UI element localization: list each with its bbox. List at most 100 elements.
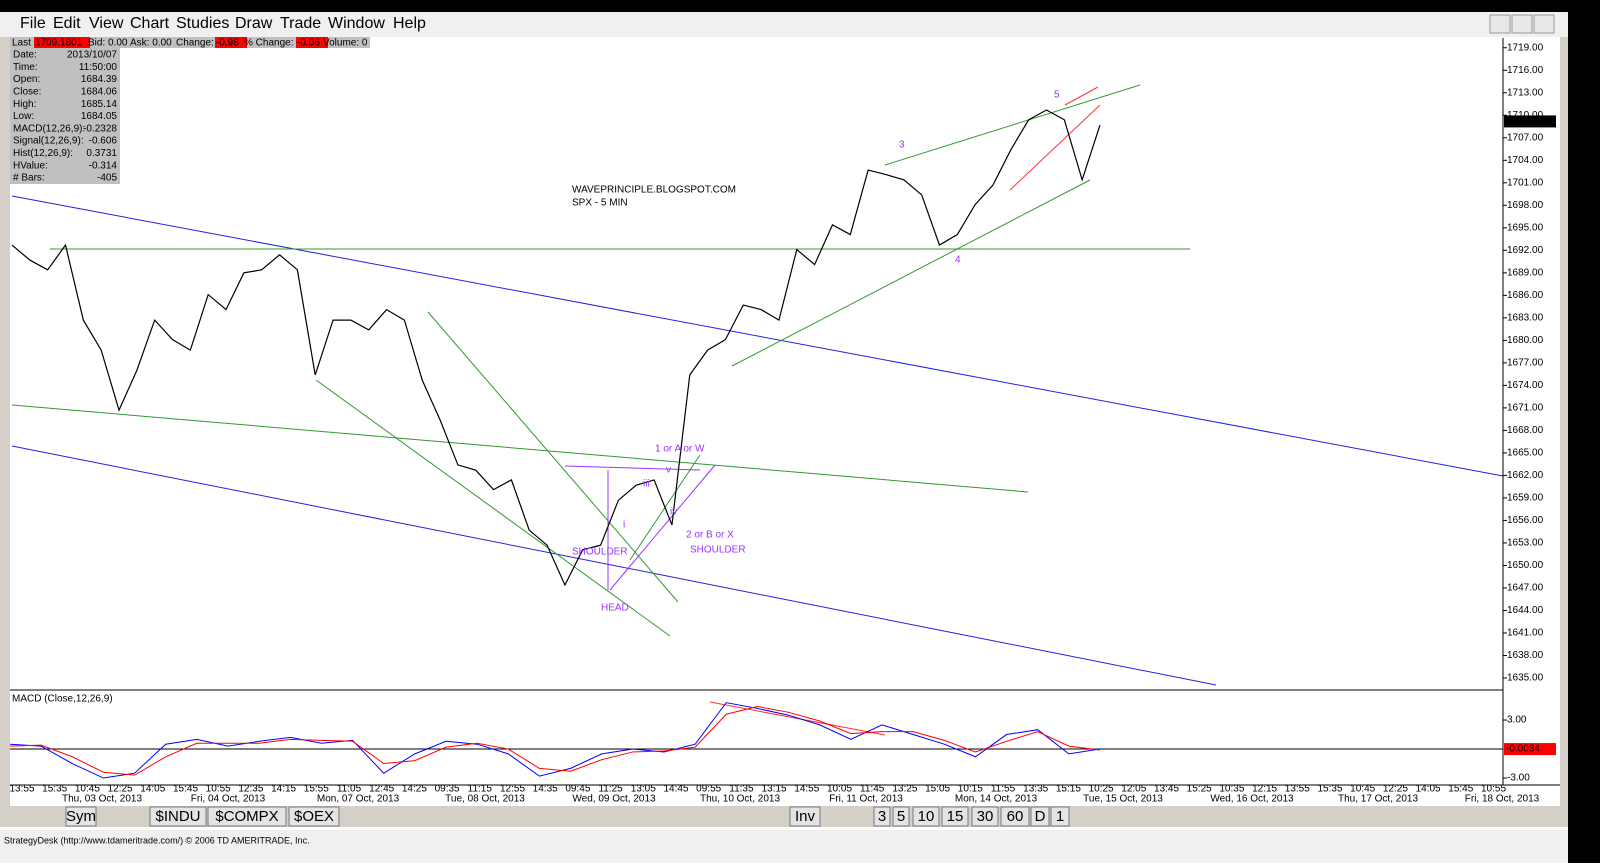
x-date-label: Fri, 04 Oct, 2013 [191, 794, 266, 805]
tab[interactable] [789, 806, 821, 827]
tab-label[interactable]: $INDU [155, 808, 200, 825]
quote-text: Change: [176, 38, 214, 49]
tab[interactable] [971, 806, 999, 827]
info-label: # Bars: [13, 173, 45, 184]
y-tick-label: 1701.00 [1507, 177, 1544, 188]
annotation: SHOULDER [572, 547, 628, 558]
tab-label[interactable]: 30 [977, 808, 994, 825]
x-time-label: 13:55 [9, 784, 34, 795]
tab[interactable] [941, 806, 969, 827]
menu-item[interactable]: Studies [176, 15, 229, 32]
y-tick-label: 1677.00 [1507, 358, 1544, 369]
x-time-label: 14:35 [533, 784, 558, 795]
menu-item[interactable]: View [89, 15, 124, 32]
menu-item[interactable]: File [20, 15, 46, 32]
y-tick-label: 1704.00 [1507, 155, 1544, 166]
menu-item[interactable]: Chart [130, 15, 170, 32]
tab-label[interactable]: 3 [878, 808, 886, 825]
tab-label[interactable]: Inv [795, 808, 816, 825]
x-time-label: 15:05 [925, 784, 950, 795]
x-time-label: 13:45 [1154, 784, 1179, 795]
menu-item[interactable]: Help [393, 15, 426, 32]
annotation: i [623, 520, 625, 531]
trendline [609, 464, 716, 591]
annotation: 1 or A or W [655, 444, 705, 455]
tab-label[interactable]: Sym [66, 808, 96, 825]
y-tick-label: 1656.00 [1507, 515, 1544, 526]
tab[interactable] [1000, 806, 1030, 827]
quote-text: % Change: [244, 38, 293, 49]
menu-item[interactable]: Window [328, 15, 385, 32]
x-time-label: 09:55 [696, 784, 721, 795]
y-tick-label: 1707.00 [1507, 132, 1544, 143]
menu-bar [0, 12, 1568, 37]
x-time-label: 15:35 [42, 784, 67, 795]
tab-label[interactable]: 5 [897, 808, 905, 825]
info-label: High: [13, 99, 36, 110]
annotation: 3 [899, 140, 905, 151]
restore-button[interactable] [1511, 14, 1533, 34]
x-time-label: 14:05 [1416, 784, 1441, 795]
y-tick-label: 1659.00 [1507, 493, 1544, 504]
annotation: SHOULDER [690, 545, 746, 556]
x-time-label: 14:25 [402, 784, 427, 795]
info-label: Open: [13, 74, 40, 85]
annotation: v [666, 465, 671, 476]
menu-item[interactable]: Edit [53, 15, 81, 32]
x-date-label: Tue, 15 Oct, 2013 [1083, 794, 1163, 805]
quote-text: Volume: 0 [323, 38, 368, 49]
tab-label[interactable]: $COMPX [215, 808, 278, 825]
x-time-label: 14:55 [794, 784, 819, 795]
annotation: iii [643, 479, 650, 490]
x-time-label: 15:45 [173, 784, 198, 795]
x-time-label: 10:35 [1219, 784, 1244, 795]
tab[interactable] [892, 806, 910, 827]
info-value: 1684.05 [81, 111, 118, 122]
tab[interactable] [1030, 806, 1050, 827]
y-tick-label: 1692.00 [1507, 245, 1544, 256]
y-tick-label: 1644.00 [1507, 605, 1544, 616]
x-date-label: Mon, 14 Oct, 2013 [955, 794, 1038, 805]
top-bar [0, 0, 1600, 12]
quote-text: Ask: 0.00 [130, 38, 172, 49]
tab-label[interactable]: 1 [1056, 808, 1064, 825]
x-time-label: 15:15 [1056, 784, 1081, 795]
right-border [1568, 0, 1600, 863]
menu-item[interactable]: Trade [280, 15, 321, 32]
x-time-label: 13:35 [1023, 784, 1048, 795]
tab[interactable] [65, 806, 97, 827]
minimize-button[interactable] [1489, 14, 1511, 34]
tab-label[interactable]: 15 [947, 808, 964, 825]
x-time-label: 10:45 [1350, 784, 1375, 795]
trendline [315, 379, 671, 637]
quote-text: -0.98 [216, 38, 239, 49]
quote-text: -0.06 [297, 38, 320, 49]
tab-label[interactable]: 10 [918, 808, 935, 825]
x-time-label: 12:25 [1383, 784, 1408, 795]
tab-label[interactable]: 60 [1007, 808, 1024, 825]
x-time-label: 10:25 [1089, 784, 1114, 795]
annotation: HEAD [601, 603, 629, 614]
trendlines [10, 84, 1504, 750]
menu-item[interactable]: Draw [235, 15, 273, 32]
x-date-label: Fri, 18 Oct, 2013 [1465, 794, 1540, 805]
x-time-label: 13:25 [892, 784, 917, 795]
tab[interactable] [912, 806, 940, 827]
close-button[interactable] [1533, 14, 1555, 34]
info-value: -405 [97, 173, 117, 184]
x-time-label: 12:45 [369, 784, 394, 795]
x-time-label: 10:55 [1481, 784, 1506, 795]
info-label: Close: [13, 87, 41, 98]
info-value: 1684.39 [81, 74, 118, 85]
y-tick-label: 1680.00 [1507, 335, 1544, 346]
x-time-label: 10:05 [827, 784, 852, 795]
tab-label[interactable]: D [1035, 808, 1046, 825]
tab[interactable] [207, 806, 287, 827]
x-date-label: Tue, 08 Oct, 2013 [445, 794, 525, 805]
x-time-label: 13:55 [1285, 784, 1310, 795]
tab[interactable] [1050, 806, 1070, 827]
tab[interactable] [288, 806, 340, 827]
tab[interactable] [149, 806, 207, 827]
tab[interactable] [873, 806, 891, 827]
tab-label[interactable]: $OEX [294, 808, 334, 825]
